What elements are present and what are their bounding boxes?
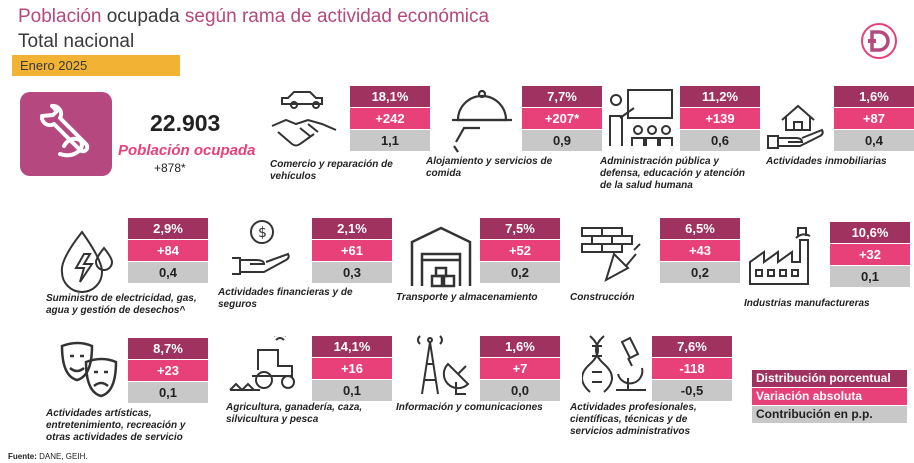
legend-variation: Variación absoluta bbox=[752, 388, 907, 405]
theater-masks-icon bbox=[60, 341, 118, 398]
variation-value: +139 bbox=[680, 108, 760, 129]
distribution-value: 2,1% bbox=[312, 218, 392, 239]
distribution-value: 1,6% bbox=[480, 336, 560, 357]
sector-label: Actividades profesionales, científicas, t… bbox=[570, 402, 697, 437]
variation-value: -118 bbox=[652, 358, 732, 379]
sector-label: Construcción bbox=[570, 292, 635, 303]
tractor-icon bbox=[229, 336, 295, 392]
contribution-value: 0,6 bbox=[680, 130, 760, 151]
variation-value: +84 bbox=[128, 240, 208, 261]
total-value: 22.903 bbox=[150, 110, 221, 136]
warehouse-icon bbox=[410, 226, 472, 288]
variation-value: +43 bbox=[660, 240, 740, 261]
distribution-value: 14,1% bbox=[312, 336, 392, 357]
contribution-value: 0,9 bbox=[522, 130, 602, 151]
cloche-icon bbox=[452, 89, 512, 153]
distribution-value: 1,6% bbox=[834, 86, 914, 107]
contribution-value: 1,1 bbox=[350, 130, 430, 151]
sector-label: Actividades financieras y de seguros bbox=[218, 287, 353, 310]
contribution-value: 0,4 bbox=[834, 130, 914, 151]
contribution-value: 0,2 bbox=[660, 262, 740, 283]
legend-distribution: Distribución porcentual bbox=[752, 370, 907, 387]
energy-drop-icon bbox=[60, 230, 114, 293]
contribution-value: 0,1 bbox=[830, 266, 910, 287]
money-hand-icon: $ bbox=[232, 220, 290, 275]
sector-label: Industrias manufactureras bbox=[744, 298, 870, 309]
brick-trowel-icon bbox=[581, 227, 641, 283]
distribution-value: 11,2% bbox=[680, 86, 760, 107]
variation-value: +242 bbox=[350, 108, 430, 129]
page-title: Población ocupada según rama de activida… bbox=[18, 6, 490, 27]
distribution-value: 7,7% bbox=[522, 86, 602, 107]
wrench-hand-icon bbox=[39, 103, 90, 158]
total-variation: +878* bbox=[154, 161, 186, 175]
sector-label: Información y comunicaciones bbox=[396, 402, 543, 413]
distribution-value: 18,1% bbox=[350, 86, 430, 107]
variation-value: +52 bbox=[480, 240, 560, 261]
variation-value: +7 bbox=[480, 358, 560, 379]
variation-value: +32 bbox=[830, 244, 910, 265]
sector-label: Agricultura, ganadería, caza, silvicultur… bbox=[226, 402, 363, 425]
contribution-value: 0,2 bbox=[480, 262, 560, 283]
distribution-value: 6,5% bbox=[660, 218, 740, 239]
contribution-value: 0,4 bbox=[128, 262, 208, 283]
contribution-value: 0,1 bbox=[128, 382, 208, 403]
contribution-value: 0,1 bbox=[312, 380, 392, 401]
total-icon-box bbox=[20, 92, 112, 176]
sector-label: Administración pública y defensa, educaci… bbox=[600, 156, 746, 191]
legend: Distribución porcentual Variación absolu… bbox=[752, 370, 907, 424]
period-badge: Enero 2025 bbox=[12, 55, 180, 76]
contribution-value: 0,3 bbox=[312, 262, 392, 283]
variation-value: +87 bbox=[834, 108, 914, 129]
house-hand-icon bbox=[767, 104, 824, 149]
factory-icon bbox=[749, 227, 811, 285]
distribution-value: 7,6% bbox=[652, 336, 732, 357]
sector-label: Suministro de electricidad, gas, agua y g… bbox=[46, 293, 197, 316]
sector-label: Alojamiento y servicios de comida bbox=[426, 156, 553, 179]
contribution-value: 0,0 bbox=[480, 380, 560, 401]
variation-value: +16 bbox=[312, 358, 392, 379]
distribution-value: 2,9% bbox=[128, 218, 208, 239]
contribution-value: -0,5 bbox=[652, 380, 732, 401]
svg-text:$: $ bbox=[258, 225, 267, 241]
sector-label: Actividades artísticas, entretenimiento, … bbox=[46, 408, 186, 443]
sector-label: Transporte y almacenamiento bbox=[396, 292, 538, 303]
variation-value: +207* bbox=[522, 108, 602, 129]
legend-contribution: Contribución en p.p. bbox=[752, 406, 907, 423]
handshake-car-icon bbox=[271, 91, 337, 147]
variation-value: +61 bbox=[312, 240, 392, 261]
distribution-value: 10,6% bbox=[830, 222, 910, 243]
page-subtitle: Total nacional bbox=[18, 31, 135, 52]
dane-logo-icon bbox=[861, 23, 897, 59]
sector-label: Actividades inmobiliarias bbox=[766, 156, 887, 167]
teacher-icon bbox=[609, 89, 673, 146]
sector-label: Comercio y reparación de vehículos bbox=[270, 159, 393, 182]
distribution-value: 7,5% bbox=[480, 218, 560, 239]
distribution-value: 8,7% bbox=[128, 338, 208, 359]
antenna-icon bbox=[417, 335, 470, 395]
dna-microscope-icon bbox=[582, 335, 646, 393]
variation-value: +23 bbox=[128, 360, 208, 381]
total-label: Población ocupada bbox=[118, 142, 256, 159]
source-note: Fuente: DANE, GEIH. bbox=[8, 452, 88, 461]
